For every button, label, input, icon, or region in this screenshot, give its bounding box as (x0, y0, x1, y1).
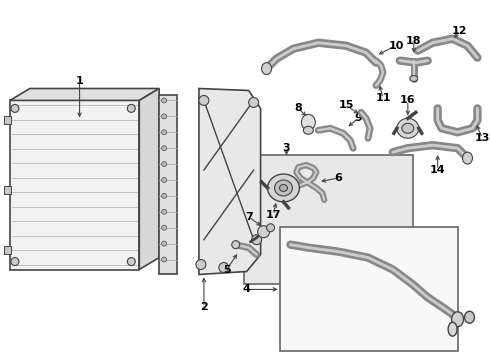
Circle shape (162, 114, 167, 119)
Circle shape (162, 241, 167, 246)
Ellipse shape (410, 76, 418, 81)
Circle shape (199, 95, 209, 105)
Bar (10, 100, 139, 270)
Ellipse shape (463, 152, 472, 164)
Ellipse shape (268, 174, 299, 202)
Text: 9: 9 (354, 113, 362, 123)
Text: 11: 11 (375, 94, 391, 103)
Bar (280, 227, 458, 351)
Ellipse shape (303, 126, 313, 134)
Text: 3: 3 (283, 143, 290, 153)
Ellipse shape (465, 311, 474, 323)
Ellipse shape (397, 118, 419, 138)
Text: 5: 5 (223, 265, 231, 275)
Text: 8: 8 (294, 103, 302, 113)
Circle shape (162, 177, 167, 183)
Polygon shape (199, 89, 261, 274)
Circle shape (162, 162, 167, 167)
Ellipse shape (452, 312, 464, 327)
Circle shape (162, 146, 167, 150)
Text: 17: 17 (266, 210, 281, 220)
Text: 13: 13 (475, 133, 490, 143)
Text: 2: 2 (200, 302, 208, 312)
Text: 16: 16 (400, 95, 416, 105)
Circle shape (267, 224, 274, 232)
Circle shape (248, 98, 259, 107)
Ellipse shape (448, 322, 457, 336)
Circle shape (258, 226, 270, 238)
Circle shape (162, 130, 167, 135)
Circle shape (127, 258, 135, 266)
Text: 14: 14 (430, 165, 445, 175)
Circle shape (162, 257, 167, 262)
Text: 12: 12 (452, 26, 467, 36)
Circle shape (196, 260, 206, 270)
Ellipse shape (301, 114, 315, 130)
Ellipse shape (262, 63, 271, 75)
Circle shape (219, 262, 229, 273)
Bar (244, 155, 413, 284)
Text: 1: 1 (75, 76, 83, 86)
Text: 4: 4 (243, 284, 250, 294)
Text: 6: 6 (334, 173, 342, 183)
Circle shape (162, 225, 167, 230)
Circle shape (252, 235, 262, 245)
Circle shape (11, 104, 19, 112)
Circle shape (127, 104, 135, 112)
Ellipse shape (279, 184, 288, 192)
Polygon shape (10, 89, 159, 100)
Bar (159, 95, 177, 274)
Text: 18: 18 (406, 36, 421, 46)
Text: 10: 10 (388, 41, 404, 51)
Bar (4, 116, 11, 124)
Bar (4, 186, 11, 194)
Circle shape (232, 241, 240, 249)
Text: 15: 15 (339, 100, 354, 111)
Ellipse shape (274, 180, 293, 196)
Polygon shape (139, 89, 159, 270)
Text: 7: 7 (245, 212, 252, 222)
Ellipse shape (402, 123, 414, 133)
Bar (4, 246, 11, 253)
Circle shape (162, 210, 167, 214)
Circle shape (11, 258, 19, 266)
Circle shape (162, 98, 167, 103)
Circle shape (162, 193, 167, 198)
